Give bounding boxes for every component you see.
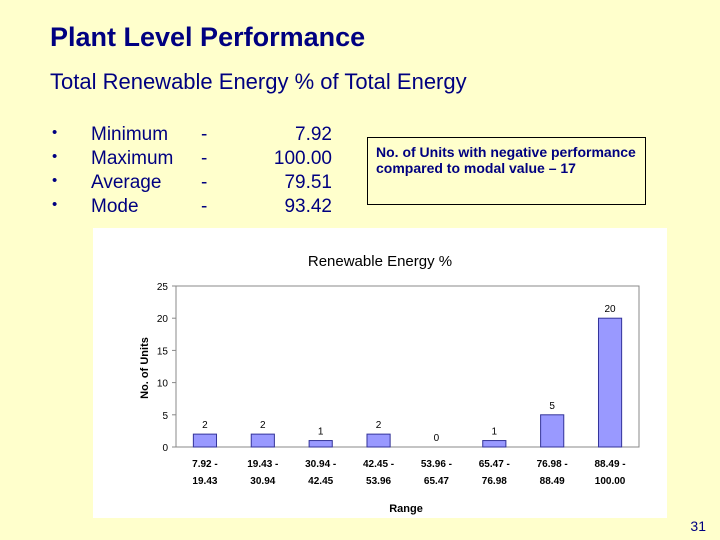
stat-label: Maximum	[91, 148, 174, 169]
slide-subtitle: Total Renewable Energy % of Total Energy	[50, 69, 467, 94]
x-tick-label: 76.98 -	[537, 459, 568, 470]
data-label: 20	[605, 304, 617, 315]
chart-title: Renewable Energy %	[308, 253, 452, 270]
stat-dash: -	[201, 172, 208, 193]
x-tick-label: 88.49	[540, 476, 565, 487]
x-tick-label: 19.43	[192, 476, 217, 487]
bar	[366, 433, 391, 448]
data-label: 2	[202, 420, 208, 431]
y-axis-label: No. of Units	[139, 337, 151, 399]
bar	[482, 440, 507, 448]
x-tick-label: 65.47	[424, 476, 449, 487]
x-tick-label: 30.94	[250, 476, 275, 487]
data-label: 1	[492, 427, 498, 438]
data-label: 5	[549, 401, 555, 412]
bar	[540, 414, 565, 448]
x-tick-label: 53.96	[366, 476, 391, 487]
data-label: 2	[260, 420, 266, 431]
stat-label: Mode	[91, 196, 139, 217]
stat-value: 7.92	[295, 124, 332, 145]
y-tick-label: 20	[157, 314, 169, 325]
chart-container: Renewable Energy % No. of Units Range 0 5…	[93, 228, 667, 518]
bar	[192, 433, 218, 448]
y-tick-label: 15	[157, 346, 169, 357]
x-tick-label: 19.43 -	[247, 459, 278, 470]
bar	[250, 433, 275, 448]
y-tick-label: 25	[157, 282, 169, 293]
bullet-icon: •	[52, 172, 58, 189]
bullet-icon: •	[52, 148, 58, 165]
stat-value: 100.00	[273, 148, 332, 169]
bar	[308, 440, 333, 448]
stat-dash: -	[201, 148, 208, 169]
y-tick-label: 0	[162, 443, 168, 454]
x-tick-label: 88.49 -	[594, 459, 625, 470]
x-tick-label: 7.92 -	[192, 459, 218, 470]
y-tick-label: 10	[157, 379, 169, 390]
bullet-icon: •	[52, 196, 58, 213]
slide-title: Plant Level Performance	[50, 22, 366, 52]
x-axis-label: Range	[389, 503, 423, 515]
data-label: 0	[434, 433, 440, 444]
stat-value: 79.51	[284, 172, 332, 193]
y-tick-label: 5	[162, 411, 168, 422]
data-label: 2	[376, 420, 382, 431]
x-tick-label: 65.47 -	[479, 459, 510, 470]
x-tick-label: 30.94 -	[305, 459, 336, 470]
stat-dash: -	[201, 124, 208, 145]
plot-area	[175, 285, 640, 448]
x-tick-label: 100.00	[595, 476, 626, 487]
x-tick-label: 53.96 -	[421, 459, 452, 470]
bar	[597, 317, 623, 448]
bullet-icon: •	[52, 124, 58, 141]
x-tick-label: 76.98	[482, 476, 507, 487]
renewable-energy-chart: Renewable Energy % No. of Units Range 0 5…	[139, 253, 640, 515]
page-number: 31	[690, 518, 706, 534]
negative-performance-note: No. of Units with negative performance c…	[367, 137, 646, 205]
stat-label: Average	[91, 172, 162, 193]
x-tick-label: 42.45	[308, 476, 333, 487]
stat-dash: -	[201, 196, 208, 217]
data-label: 1	[318, 427, 324, 438]
stat-value: 93.42	[284, 196, 332, 217]
stat-label: Minimum	[91, 124, 169, 145]
x-tick-label: 42.45 -	[363, 459, 394, 470]
